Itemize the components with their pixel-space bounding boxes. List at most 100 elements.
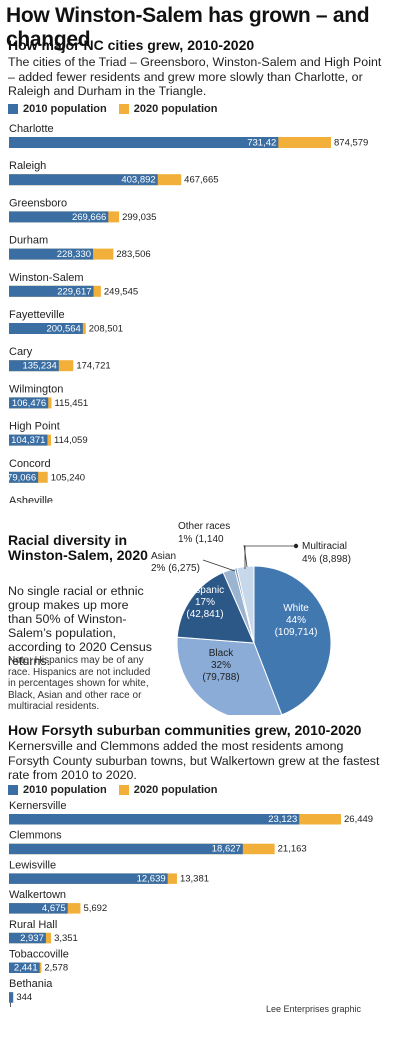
bar-2010 xyxy=(9,397,49,409)
leader-line-multiracial xyxy=(244,545,296,569)
value-label-2010: 403,892 xyxy=(121,175,155,186)
pie-label-multiracial-name: Multiracial xyxy=(302,541,347,552)
value-label-2010: 104,371 xyxy=(11,435,45,446)
value-label-2020: 26,449 xyxy=(344,814,373,825)
value-label-2010: 731,42 xyxy=(247,138,276,149)
value-label-2020: 874,579 xyxy=(334,138,368,149)
value-label-2020: 105,240 xyxy=(51,472,85,483)
legend-swatch-2010 xyxy=(8,104,18,114)
bar-2010 xyxy=(9,843,243,855)
category-label: Winston-Salem xyxy=(9,272,84,284)
category-label: Kernersville xyxy=(9,800,66,812)
value-label-2010: 2,937 xyxy=(20,933,44,944)
bar-2010 xyxy=(9,962,40,973)
category-label: Clemmons xyxy=(9,830,62,842)
value-label-2010: 2,441 xyxy=(14,963,38,974)
value-label-2020: 2,578 xyxy=(44,963,68,974)
category-label: Lewisville xyxy=(9,859,56,871)
value-label-2020: 21,163 xyxy=(278,844,307,855)
pie-label-multiracial-value: 4% (8,898) xyxy=(302,554,351,565)
bar-2010 xyxy=(9,323,83,334)
value-label-2020: 249,545 xyxy=(104,286,138,297)
pie-label-white-pct: 44% xyxy=(286,615,306,626)
value-label-2010: 269,666 xyxy=(72,212,106,223)
bar-2010 xyxy=(9,174,158,186)
bar-2010 xyxy=(9,471,39,483)
pie-label-hispanic-name: Hispanic xyxy=(186,585,224,596)
pie-label-hispanic-pct: 17% xyxy=(195,597,215,608)
value-label-2020: 5,692 xyxy=(83,903,107,914)
section3-subtitle: How Forsyth suburban communities grew, 2… xyxy=(8,722,362,738)
cities-bar-chart: Charlotte 731,42 874,579 Raleigh 403,892 467,… xyxy=(7,123,368,503)
pie-slice-white xyxy=(253,565,332,715)
pie-slice-black xyxy=(176,636,283,715)
value-label-2010: 18,627 xyxy=(212,844,241,855)
value-label-2010: 228,330 xyxy=(57,249,91,260)
value-label-2010: 328 xyxy=(16,1006,32,1007)
value-label-2020: 13,381 xyxy=(180,873,209,884)
bar-2010 xyxy=(9,932,46,944)
value-label-2020: 114,059 xyxy=(54,435,88,446)
section2-description: No single racial or ethnic group makes u… xyxy=(8,584,152,668)
value-label-2010: 23,123 xyxy=(268,814,297,825)
value-label-2020: 344 xyxy=(16,992,32,1003)
category-label: Asheville xyxy=(9,495,53,503)
category-label: Durham xyxy=(9,235,48,247)
value-label-2010: 135,234 xyxy=(22,361,56,372)
bar-2010 xyxy=(9,211,109,223)
bar-2010 xyxy=(9,873,168,884)
pie-label-asian-value: 2% (6,275) xyxy=(151,563,200,574)
pie-slice-hispanic xyxy=(176,571,255,644)
bar-2010 xyxy=(9,360,59,372)
legend-swatch-2020 xyxy=(118,785,129,795)
leader-line-other xyxy=(243,544,248,568)
pie-label-hispanic-value: (42,841) xyxy=(186,609,223,620)
legend-label-2010: 2010 population xyxy=(23,784,107,796)
category-label: Fayetteville xyxy=(9,309,65,321)
category-label: Raleigh xyxy=(9,160,46,172)
value-label-2010: 4,675 xyxy=(42,903,66,914)
value-label-2020: 467,665 xyxy=(184,175,218,186)
pie-label-black-pct: 32% xyxy=(211,660,231,671)
suburbs-bar-chart: Kernersville 23,123 26,449 Clemmons 18,627 21… xyxy=(9,800,373,1007)
section2-title: Racial diversity in Winston-Salem, 2020 xyxy=(8,532,148,563)
legend-swatch-2010 xyxy=(8,785,18,795)
category-label: Concord xyxy=(9,458,51,470)
value-label-2020: 3,351 xyxy=(54,933,78,944)
legend-label-2010: 2010 population xyxy=(23,103,107,115)
pie-label-asian-name: Asian xyxy=(151,551,176,562)
pie-label-white-name: White xyxy=(283,603,309,614)
section1-description: The cities of the Triad – Greensboro, Wi… xyxy=(8,55,382,98)
legend-swatch-2020 xyxy=(118,104,129,114)
bar-2010 xyxy=(9,903,68,914)
section2-note: Note; Hispanics may be of any race. Hisp… xyxy=(8,655,151,712)
category-label: Tobaccoville xyxy=(9,949,69,961)
category-label: Walkertown xyxy=(9,889,66,901)
value-label-2020: 208,501 xyxy=(89,324,123,335)
category-label: Cary xyxy=(9,346,33,358)
legend-label-2020: 2020 population xyxy=(133,103,218,115)
leader-line-asian xyxy=(202,559,236,572)
page-title: How Winston-Salem has grown – and change… xyxy=(6,4,370,51)
bar-2010 xyxy=(9,814,300,825)
category-label: High Point xyxy=(9,421,60,433)
pie-label-other-name: Other races xyxy=(178,521,230,532)
pie-label-other-value: 1% (1,140 xyxy=(178,534,224,545)
category-label: Wilmington xyxy=(9,383,63,395)
value-label-2020: 283,506 xyxy=(116,249,150,260)
pie-label-black-value: (79,788) xyxy=(202,672,239,683)
legend-cities: 2010 population 2020 population xyxy=(8,103,218,115)
value-label-2010: 12,639 xyxy=(137,873,166,884)
category-label: Greensboro xyxy=(9,197,67,209)
category-label: Bethania xyxy=(9,978,53,990)
bar-2010 xyxy=(9,285,94,297)
category-label: Rural Hall xyxy=(9,919,57,931)
bar-2010 xyxy=(9,137,279,148)
pie-label-white-value: (109,714) xyxy=(275,627,318,638)
bar-2010 xyxy=(9,248,94,260)
value-label-2010: 200,564 xyxy=(46,324,80,335)
leader-line xyxy=(10,1002,11,1007)
pie-label-black-name: Black xyxy=(209,648,234,659)
section1-subtitle: How major NC cities grew, 2010-2020 xyxy=(8,37,255,53)
